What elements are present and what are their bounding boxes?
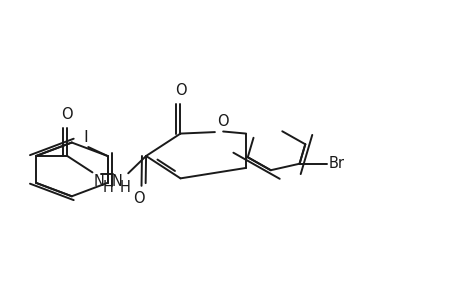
Text: N: N [93, 174, 104, 189]
Text: O: O [174, 83, 186, 98]
Text: H: H [102, 180, 113, 195]
Text: O: O [61, 107, 73, 122]
Text: N: N [112, 174, 122, 189]
Text: I: I [84, 130, 88, 145]
Text: O: O [133, 191, 145, 206]
Text: H: H [120, 180, 130, 195]
Text: O: O [216, 114, 228, 129]
Text: Br: Br [328, 156, 344, 171]
